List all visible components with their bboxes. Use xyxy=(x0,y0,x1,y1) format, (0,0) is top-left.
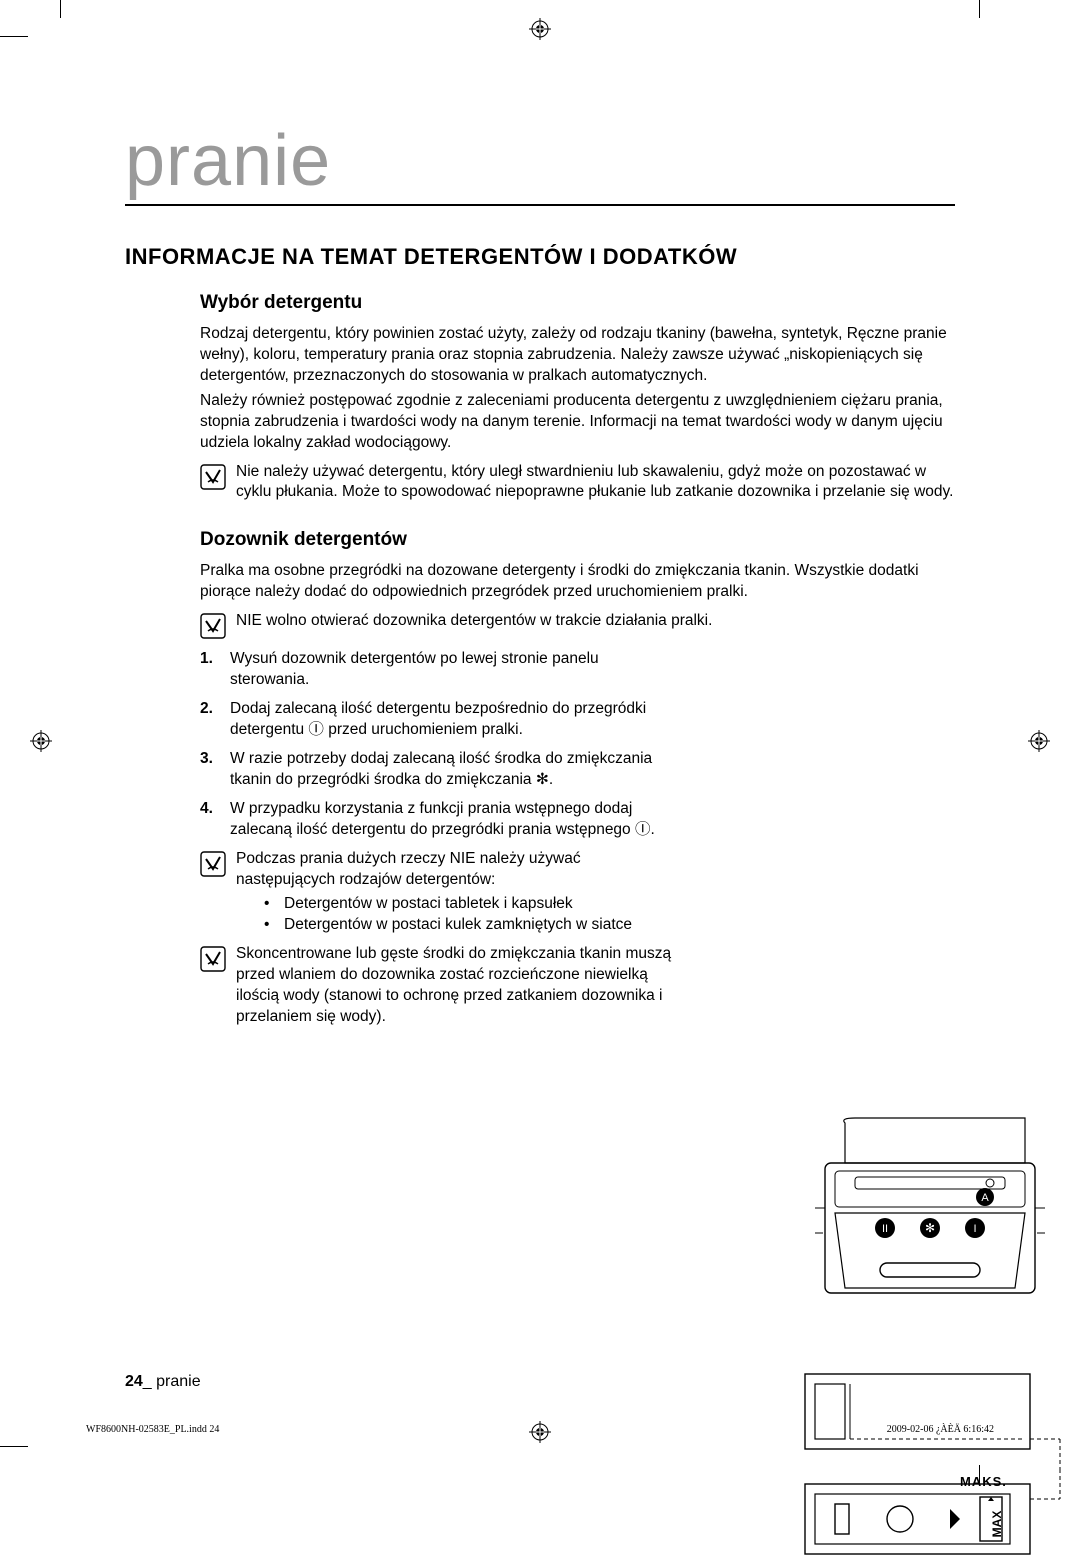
note-icon xyxy=(200,464,226,490)
indd-file: WF8600NH-02583E_PL.indd 24 xyxy=(86,1424,219,1435)
indesign-footer: WF8600NH-02583E_PL.indd 24 2009-02-06 ¿À… xyxy=(86,1424,994,1435)
note: Podczas prania dużych rzeczy NIE należy … xyxy=(200,849,680,937)
note-icon xyxy=(200,851,226,877)
note-text: NIE wolno otwierać dozownika detergentów… xyxy=(236,611,712,632)
note-text: Skoncentrowane lub gęste środki do zmięk… xyxy=(236,944,680,1028)
svg-text:II: II xyxy=(882,1223,888,1235)
body-text: Pralka ma osobne przegródki na dozowane … xyxy=(200,561,955,603)
indd-timestamp: 2009-02-06 ¿ÀÈÄ 6:16:42 xyxy=(887,1424,994,1435)
note: Skoncentrowane lub gęste środki do zmięk… xyxy=(200,944,680,1028)
footer-chapter: pranie xyxy=(156,1373,200,1390)
list-item: 3.W razie potrzeby dodaj zalecaną ilość … xyxy=(200,749,680,791)
registration-mark-icon xyxy=(1028,730,1050,752)
page-footer: 24_ pranie xyxy=(125,1373,201,1391)
page-number: 24 xyxy=(125,1373,143,1390)
crop-mark xyxy=(0,36,28,37)
note-text: Podczas prania dużych rzeczy NIE należy … xyxy=(236,849,680,937)
page-content: pranie INFORMACJE NA TEMAT DETERGENTÓW I… xyxy=(125,120,955,1054)
max-fill-diagram: MAX xyxy=(800,1369,1060,1559)
subsection-heading: Dozownik detergentów xyxy=(200,529,955,551)
svg-text:MAX: MAX xyxy=(990,1511,1004,1538)
subsection-detergent-choice: Wybór detergentu Rodzaj detergentu, któr… xyxy=(200,292,955,503)
list-item: 1.Wysuń dozownik detergentów po lewej st… xyxy=(200,649,680,691)
bullet-list: •Detergentów w postaci tabletek i kapsuł… xyxy=(264,894,680,936)
list-item: •Detergentów w postaci tabletek i kapsuł… xyxy=(264,894,680,915)
svg-text:✻: ✻ xyxy=(925,1221,935,1235)
max-label: MAKS. xyxy=(960,1474,1007,1489)
registration-mark-icon xyxy=(30,730,52,752)
body-text: Należy również postępować zgodnie z zale… xyxy=(200,391,955,454)
body-text: Rodzaj detergentu, który powinien zostać… xyxy=(200,324,955,387)
section-heading: INFORMACJE NA TEMAT DETERGENTÓW I DODATK… xyxy=(125,244,955,270)
subsection-detergent-drawer: Dozownik detergentów Pralka ma osobne pr… xyxy=(200,529,955,1028)
note: Nie należy używać detergentu, który uleg… xyxy=(200,462,955,504)
note-text: Nie należy używać detergentu, który uleg… xyxy=(236,462,955,504)
svg-text:A: A xyxy=(981,1192,989,1204)
list-item: •Detergentów w postaci kulek zamkniętych… xyxy=(264,915,680,936)
subsection-heading: Wybór detergentu xyxy=(200,292,955,314)
crop-mark xyxy=(60,0,61,18)
detergent-drawer-diagram: A II ✻ I xyxy=(815,1113,1045,1313)
note: NIE wolno otwierać dozownika detergentów… xyxy=(200,611,955,639)
chapter-title: pranie xyxy=(125,120,955,206)
svg-text:I: I xyxy=(973,1223,976,1235)
note-icon xyxy=(200,613,226,639)
list-item: 2.Dodaj zalecaną ilość detergentu bezpoś… xyxy=(200,699,680,741)
registration-mark-icon xyxy=(529,18,551,40)
crop-mark xyxy=(0,1446,28,1447)
ordered-list: 1.Wysuń dozownik detergentów po lewej st… xyxy=(200,649,680,840)
note-lead: Podczas prania dużych rzeczy NIE należy … xyxy=(236,850,581,888)
crop-mark xyxy=(979,0,980,18)
note-icon xyxy=(200,946,226,972)
list-item: 4.W przypadku korzystania z funkcji pran… xyxy=(200,799,680,841)
